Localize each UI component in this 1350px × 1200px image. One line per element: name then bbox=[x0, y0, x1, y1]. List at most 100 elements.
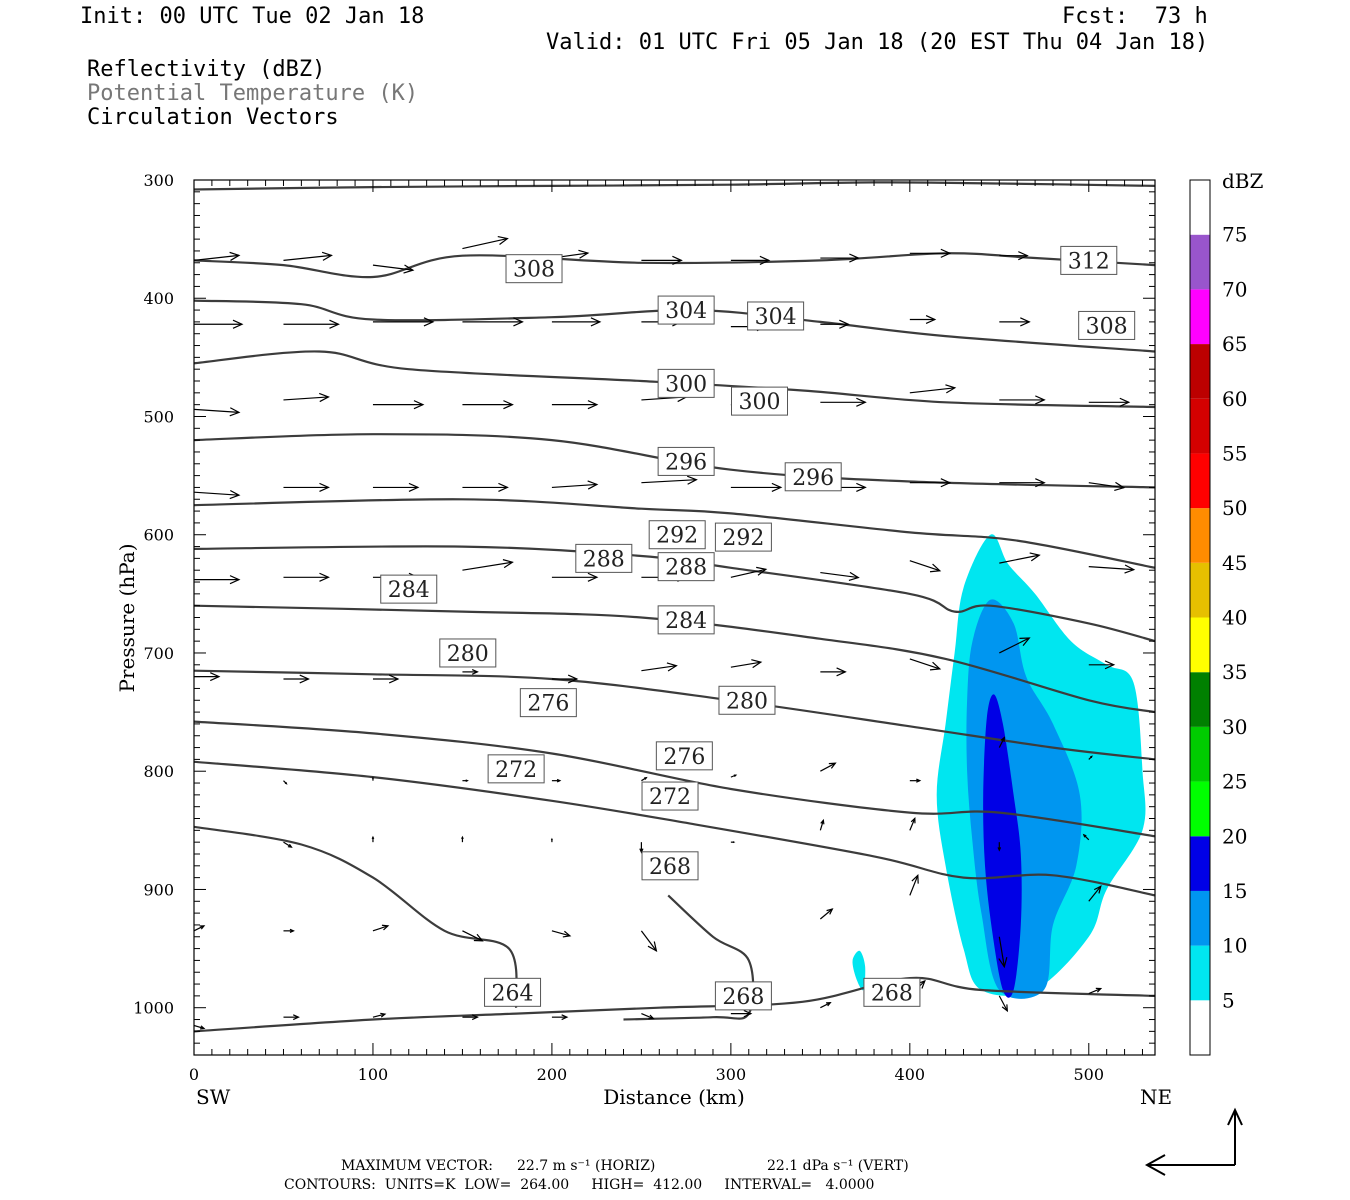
colorbar-swatch bbox=[1190, 836, 1210, 891]
valid-time: Valid: 01 UTC Fri 05 Jan 18 (20 EST Thu … bbox=[546, 30, 1209, 55]
circulation-vector bbox=[462, 668, 479, 675]
circulation-vector bbox=[819, 908, 834, 920]
colorbar-swatch bbox=[1190, 726, 1210, 782]
circulation-vector bbox=[371, 776, 374, 781]
circulation-vector bbox=[820, 667, 847, 677]
circulation-vector bbox=[730, 1009, 753, 1018]
svg-text:276: 276 bbox=[663, 745, 705, 770]
circulation-vector bbox=[1088, 564, 1136, 574]
circulation-vector bbox=[551, 1014, 569, 1021]
svg-text:300: 300 bbox=[665, 372, 707, 397]
circulation-vector bbox=[641, 475, 698, 485]
circulation-vector bbox=[551, 930, 572, 938]
circulation-vector bbox=[997, 842, 1002, 852]
contour-label: 300 bbox=[657, 368, 715, 398]
contour-label: 276 bbox=[519, 688, 577, 718]
contour-label: 268 bbox=[863, 977, 921, 1007]
circulation-vector bbox=[283, 482, 330, 493]
svg-text:272: 272 bbox=[495, 758, 537, 783]
svg-text:284: 284 bbox=[388, 578, 430, 603]
contour-label: 264 bbox=[484, 977, 542, 1007]
circulation-vector bbox=[730, 255, 771, 266]
circulation-vector bbox=[283, 928, 295, 933]
contour-info: CONTOURS: UNITS=K LOW= 264.00 HIGH= 412.… bbox=[284, 1177, 875, 1193]
y-tick-label: 700 bbox=[143, 644, 174, 663]
theta-contour bbox=[194, 720, 1155, 838]
colorbar-level-label: 30 bbox=[1222, 715, 1247, 739]
contour-label: 284 bbox=[380, 574, 438, 604]
colorbar-swatch bbox=[1190, 945, 1210, 1001]
colorbar-swatch bbox=[1190, 398, 1210, 454]
theta-contour bbox=[194, 669, 1155, 761]
y-tick-label: 500 bbox=[143, 407, 174, 426]
x-tick-label: 200 bbox=[537, 1065, 568, 1084]
colorbar-swatch bbox=[1190, 180, 1210, 235]
colorbar-level-label: 15 bbox=[1222, 879, 1247, 903]
contour-label: 300 bbox=[731, 386, 789, 416]
circulation-vector bbox=[551, 317, 602, 327]
circulation-vector bbox=[462, 559, 514, 571]
contour-label: 288 bbox=[575, 543, 633, 573]
svg-text:292: 292 bbox=[722, 526, 764, 551]
circulation-vector bbox=[462, 317, 524, 327]
circulation-vector bbox=[194, 1024, 206, 1030]
contour-label: 304 bbox=[747, 301, 805, 331]
circulation-vector bbox=[820, 1002, 832, 1009]
circulation-vector bbox=[909, 560, 942, 573]
circulation-vector bbox=[730, 566, 768, 578]
forecast-hour: Fcst: 73 h bbox=[1062, 4, 1208, 29]
circulation-vector bbox=[909, 248, 952, 258]
svg-text:264: 264 bbox=[492, 981, 534, 1006]
theta-contour bbox=[194, 604, 1155, 714]
circulation-vector bbox=[1088, 885, 1102, 902]
y-tick-label: 900 bbox=[143, 880, 174, 899]
circulation-vector bbox=[283, 319, 340, 329]
svg-text:296: 296 bbox=[792, 466, 834, 491]
circulation-vector bbox=[641, 255, 683, 266]
circulation-vector bbox=[820, 319, 850, 329]
colorbar-level-label: 5 bbox=[1222, 988, 1235, 1012]
circulation-vector bbox=[909, 658, 942, 671]
circulation-vector bbox=[372, 264, 415, 274]
max-vector-label: MAXIMUM VECTOR: bbox=[341, 1158, 493, 1174]
svg-text:292: 292 bbox=[656, 524, 698, 549]
circulation-vector bbox=[998, 995, 1008, 1013]
theta-contour bbox=[194, 825, 518, 1008]
theta-contour bbox=[194, 181, 1155, 191]
circulation-vector bbox=[372, 317, 435, 327]
max-vector-vert: 22.1 dPa s⁻¹ (VERT) bbox=[767, 1158, 909, 1174]
circulation-vector bbox=[909, 874, 919, 896]
circulation-vector bbox=[998, 736, 1005, 748]
svg-text:288: 288 bbox=[583, 547, 625, 572]
circulation-vector bbox=[820, 571, 860, 581]
circulation-vector bbox=[372, 482, 420, 493]
circulation-vector bbox=[639, 842, 644, 854]
circulation-vector bbox=[194, 319, 244, 329]
contour-label: 296 bbox=[657, 446, 715, 476]
contour-label: 308 bbox=[505, 254, 563, 284]
circulation-vector bbox=[640, 930, 658, 953]
circulation-vector bbox=[283, 674, 310, 684]
reflectivity-region bbox=[852, 950, 866, 991]
circulation-vector bbox=[641, 1013, 655, 1020]
colorbar-level-label: 55 bbox=[1222, 441, 1247, 465]
circulation-vector bbox=[999, 637, 1031, 654]
svg-text:280: 280 bbox=[726, 689, 768, 714]
x-left-end-label: SW bbox=[196, 1085, 231, 1109]
svg-text:268: 268 bbox=[649, 855, 691, 880]
x-tick-label: 0 bbox=[189, 1065, 199, 1084]
circulation-vector bbox=[641, 776, 648, 782]
contour-label: 296 bbox=[784, 462, 842, 492]
circulation-vector bbox=[820, 762, 837, 772]
circulation-vector bbox=[999, 317, 1031, 327]
circulation-vector bbox=[462, 400, 514, 410]
svg-text:296: 296 bbox=[665, 450, 707, 475]
contour-label: 284 bbox=[657, 605, 715, 635]
colorbar-level-label: 75 bbox=[1222, 223, 1247, 247]
circulation-vector bbox=[372, 400, 425, 410]
init-time: Init: 00 UTC Tue 02 Jan 18 bbox=[80, 4, 425, 29]
y-tick-label: 300 bbox=[143, 171, 174, 190]
svg-text:308: 308 bbox=[513, 258, 555, 283]
circulation-vector bbox=[641, 662, 678, 672]
circulation-vector bbox=[283, 1014, 300, 1021]
